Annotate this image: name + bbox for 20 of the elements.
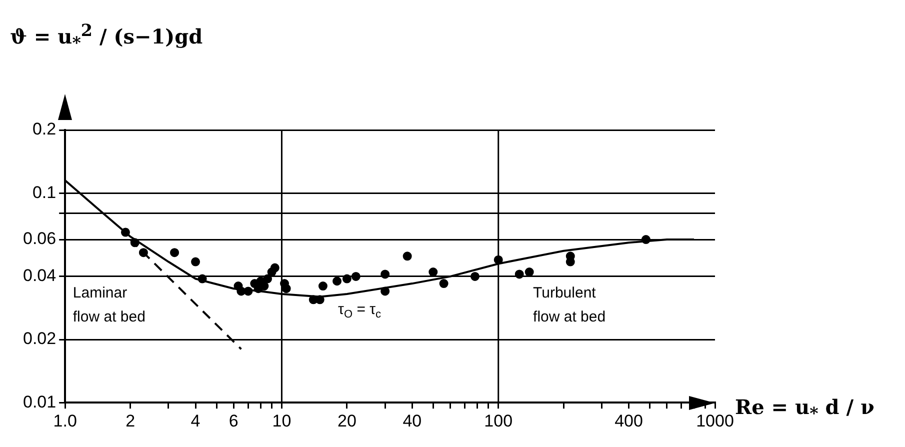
x-tick-label: 6	[228, 411, 238, 430]
x-axis-title: Re = u$_{*}$ d / ν	[735, 395, 874, 423]
y-tick-label: 0.1	[32, 182, 56, 202]
y-tick-label: 0.04	[22, 266, 56, 286]
x-tick-label: 1.0	[53, 411, 77, 430]
annotation: Turbulent flow at bed	[533, 284, 606, 326]
x-tick-label: 4	[190, 411, 200, 430]
y-tick-label: 0.2	[32, 120, 56, 139]
x-tick-label: 20	[337, 411, 356, 430]
y-tick-label: 0.01	[22, 392, 56, 412]
x-tick-label: 40	[402, 411, 422, 430]
y-axis-title: ϑ = u$_{*}$$^{2}$ / (s−1)gd	[10, 20, 203, 53]
annotation: Laminar flow at bed	[72, 284, 146, 326]
x-tick-label: 10	[272, 411, 292, 430]
x-tick-label: 400	[614, 411, 643, 430]
x-tick-label: 100	[484, 411, 513, 430]
y-tick-label: 0.06	[22, 229, 56, 248]
x-tick-label: 1000	[696, 411, 734, 430]
x-tick-label: 2	[126, 411, 136, 430]
y-tick-label: 0.02	[22, 329, 56, 348]
